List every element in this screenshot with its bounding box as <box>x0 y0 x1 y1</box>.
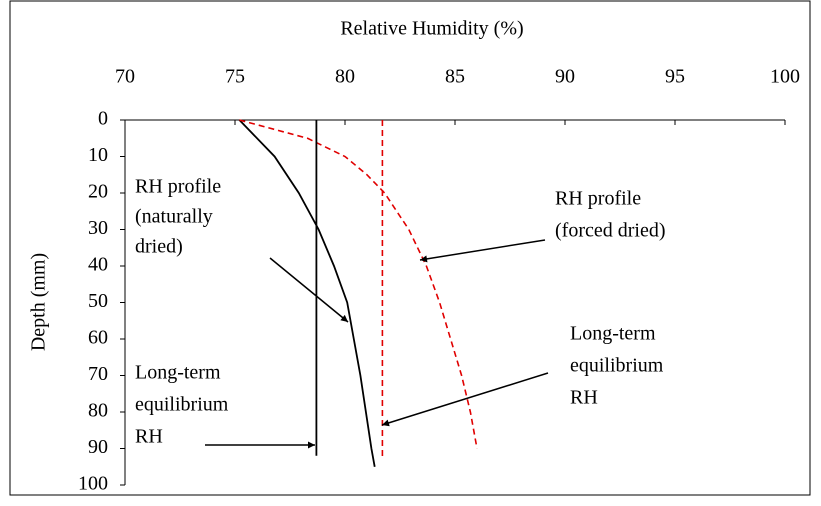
y-tick-label: 80 <box>88 400 108 422</box>
annotation: equilibrium <box>570 355 664 377</box>
annotation: (naturally <box>135 206 213 228</box>
annotation: RH <box>135 426 163 448</box>
x-tick-label: 80 <box>335 66 355 88</box>
series-line <box>238 119 376 467</box>
y-tick-label: 40 <box>88 254 108 276</box>
x-tick-label: 90 <box>555 66 575 88</box>
annotation: dried) <box>135 236 183 258</box>
y-tick-label: 70 <box>88 363 108 385</box>
y-tick-label: 30 <box>88 217 108 239</box>
x-tick-label: 70 <box>115 66 135 88</box>
x-tick-label: 85 <box>445 66 465 88</box>
annotation: RH profile <box>135 176 221 198</box>
annotation: equilibrium <box>135 394 229 416</box>
frame <box>9 0 811 496</box>
x-tick-label: 100 <box>770 66 800 88</box>
y-tick-label: 0 <box>98 108 108 130</box>
y-tick-label: 60 <box>88 327 108 349</box>
y-tick-label: 10 <box>88 144 108 166</box>
annotation: RH <box>570 387 598 409</box>
annotation: Long-term <box>135 362 221 384</box>
annotation-arrow <box>381 372 549 427</box>
x-tick-label: 75 <box>225 66 245 88</box>
annotation-arrow <box>419 239 546 263</box>
annotation: (forced dried) <box>555 220 666 242</box>
annotation-arrow <box>269 257 349 323</box>
y-tick-label: 50 <box>88 290 108 312</box>
series-line <box>239 119 478 449</box>
annotation: Long-term <box>570 323 656 345</box>
annotation: RH profile <box>555 188 641 210</box>
y-axis-label: Depth (mm) <box>28 253 50 351</box>
y-tick-label: 20 <box>88 181 108 203</box>
x-tick-label: 95 <box>665 66 685 88</box>
y-tick-label: 90 <box>88 436 108 458</box>
x-axis-label: Relative Humidity (%) <box>340 18 523 40</box>
y-tick-label: 100 <box>78 473 108 495</box>
